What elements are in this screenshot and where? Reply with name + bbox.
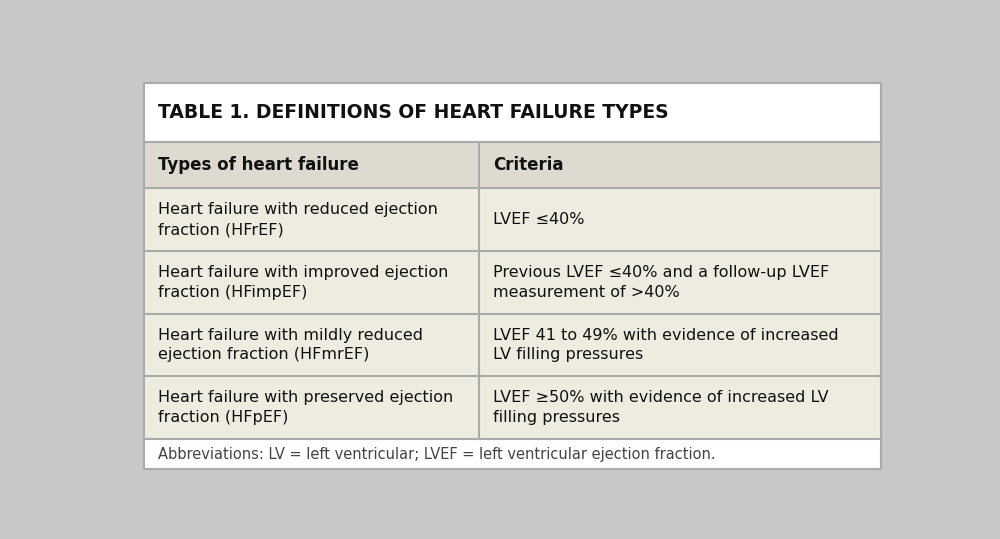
Bar — [144, 439, 881, 469]
Text: Abbreviations: LV = left ventricular; LVEF = left ventricular ejection fraction.: Abbreviations: LV = left ventricular; LV… — [158, 447, 716, 462]
Text: LVEF 41 to 49% with evidence of increased
LV filling pressures: LVEF 41 to 49% with evidence of increase… — [493, 328, 839, 362]
Bar — [144, 189, 881, 251]
Bar — [144, 314, 881, 376]
Text: Previous LVEF ≤40% and a follow-up LVEF
measurement of >40%: Previous LVEF ≤40% and a follow-up LVEF … — [493, 265, 830, 300]
Text: Heart failure with mildly reduced
ejection fraction (HFmrEF): Heart failure with mildly reduced ejecti… — [158, 328, 423, 362]
Text: Types of heart failure: Types of heart failure — [158, 156, 359, 174]
Text: Heart failure with preserved ejection
fraction (HFpEF): Heart failure with preserved ejection fr… — [158, 390, 454, 425]
Text: Criteria: Criteria — [493, 156, 564, 174]
Bar — [144, 251, 881, 314]
Bar — [144, 376, 881, 439]
Text: TABLE 1. DEFINITIONS OF HEART FAILURE TYPES: TABLE 1. DEFINITIONS OF HEART FAILURE TY… — [158, 103, 669, 122]
Text: Heart failure with reduced ejection
fraction (HFrEF): Heart failure with reduced ejection frac… — [158, 202, 438, 237]
Text: LVEF ≤40%: LVEF ≤40% — [493, 212, 585, 227]
Bar — [144, 84, 881, 142]
Text: Heart failure with improved ejection
fraction (HFimpEF): Heart failure with improved ejection fra… — [158, 265, 449, 300]
Bar — [144, 142, 881, 189]
Text: LVEF ≥50% with evidence of increased LV
filling pressures: LVEF ≥50% with evidence of increased LV … — [493, 390, 829, 425]
